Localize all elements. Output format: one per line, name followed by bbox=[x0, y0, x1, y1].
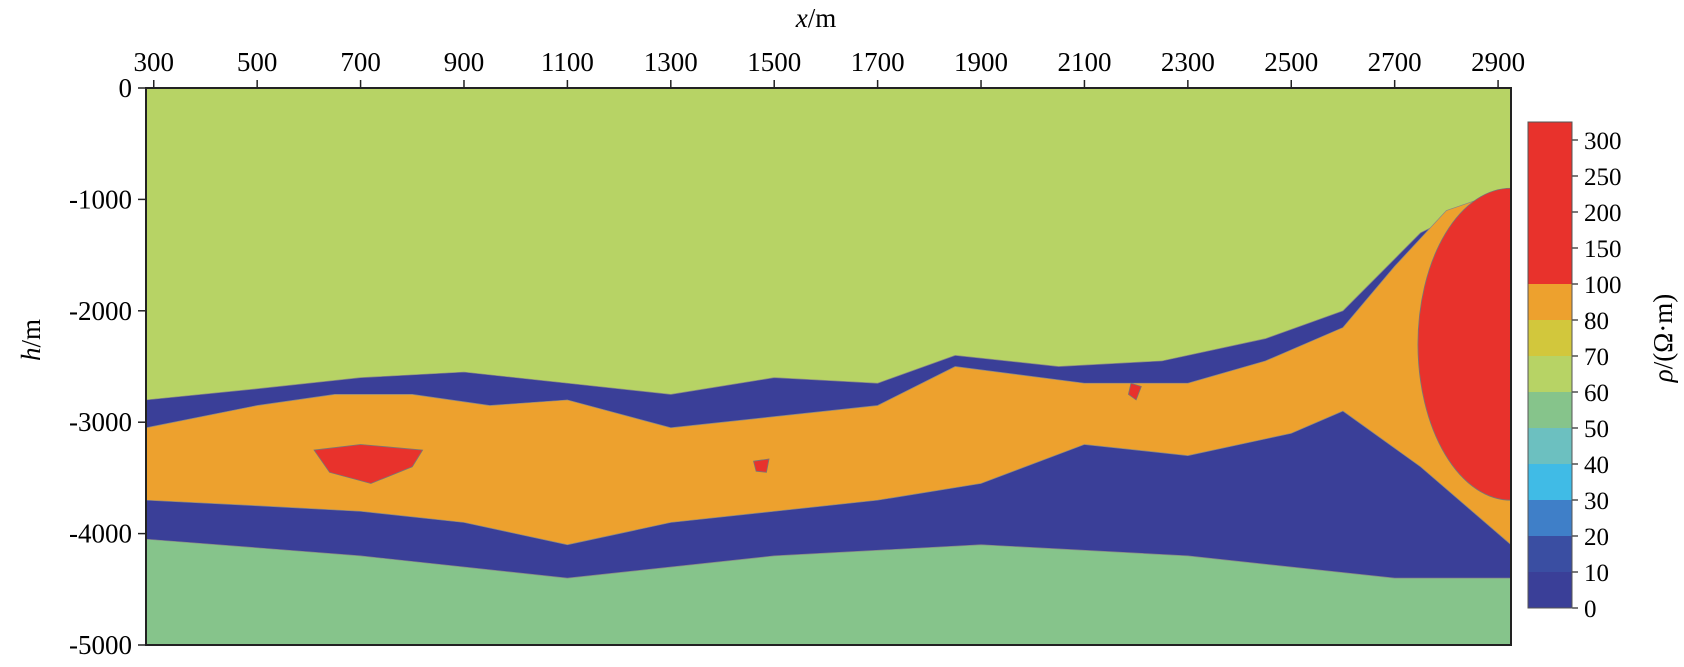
y-tick-label: -4000 bbox=[69, 519, 132, 549]
contour-band-100-9 bbox=[313, 444, 424, 484]
x-tick-label: 1500 bbox=[747, 47, 801, 77]
x-tick-label: 2100 bbox=[1057, 47, 1111, 77]
x-tick-label: 700 bbox=[340, 47, 381, 77]
colorbar-label: 50 bbox=[1584, 416, 1609, 443]
y-axis-title: h/m bbox=[16, 319, 46, 361]
x-tick-label: 1300 bbox=[644, 47, 698, 77]
contour-band-80-6 bbox=[146, 187, 1511, 546]
contour-band-100-11 bbox=[1127, 382, 1142, 401]
colorbar-label: 80 bbox=[1584, 308, 1609, 335]
x-tick-label: 1700 bbox=[851, 47, 905, 77]
colorbar-swatch-30 bbox=[1528, 464, 1572, 500]
x-axis-title: x/m bbox=[795, 3, 837, 33]
plot-frame bbox=[145, 87, 1512, 646]
colorbar-swatch-0 bbox=[1528, 572, 1572, 608]
colorbar-title-var: ρ bbox=[1648, 369, 1678, 383]
x-tick-label: 1900 bbox=[954, 47, 1008, 77]
colorbar-swatch-150 bbox=[1528, 212, 1572, 248]
colorbar-swatch-60 bbox=[1528, 356, 1572, 392]
x-tick-label: 2900 bbox=[1471, 47, 1525, 77]
colorbar-title-unit: /(Ω·m) bbox=[1648, 294, 1678, 370]
colorbar-label: 70 bbox=[1584, 344, 1609, 371]
colorbar-swatch-50 bbox=[1528, 392, 1572, 428]
colorbar-swatch-70 bbox=[1528, 320, 1572, 356]
x-axis-title-var: x bbox=[795, 3, 808, 33]
colorbar-swatch-100 bbox=[1528, 248, 1572, 284]
y-axis-title-var: h bbox=[16, 348, 46, 362]
colorbar-swatch-20 bbox=[1528, 500, 1572, 536]
colorbar-label: 10 bbox=[1584, 560, 1609, 587]
y-tick-label: 0 bbox=[119, 73, 133, 103]
colorbar-label: 40 bbox=[1584, 452, 1609, 479]
colorbar-swatch-250 bbox=[1528, 140, 1572, 176]
colorbar-label: 150 bbox=[1584, 236, 1622, 263]
contour-layers bbox=[146, 88, 1511, 645]
colorbar-label: 20 bbox=[1584, 524, 1609, 551]
colorbar-swatch-40 bbox=[1528, 428, 1572, 464]
contour-band-100-10 bbox=[753, 458, 770, 473]
colorbar-label: 100 bbox=[1584, 272, 1622, 299]
y-tick-label: -2000 bbox=[69, 296, 132, 326]
x-tick-label: 2300 bbox=[1161, 47, 1215, 77]
colorbar-label: 0 bbox=[1584, 596, 1597, 623]
colorbar-label: 30 bbox=[1584, 488, 1609, 515]
colorbar-label: 300 bbox=[1584, 128, 1622, 155]
colorbar-title: ρ/(Ω·m) bbox=[1648, 294, 1678, 384]
colorbar-swatch-10 bbox=[1528, 536, 1572, 572]
x-tick-label: 1100 bbox=[541, 47, 594, 77]
colorbar-label: 200 bbox=[1584, 200, 1622, 227]
x-tick-label: 2700 bbox=[1368, 47, 1422, 77]
colorbar-label: 250 bbox=[1584, 164, 1622, 191]
colorbar-swatch-200 bbox=[1528, 176, 1572, 212]
x-tick-label: 300 bbox=[134, 47, 175, 77]
y-tick-label: -5000 bbox=[69, 630, 132, 660]
x-tick-label: 2500 bbox=[1264, 47, 1318, 77]
x-axis-title-unit: /m bbox=[808, 3, 837, 33]
colorbar-label: 60 bbox=[1584, 380, 1609, 407]
y-axis-title-unit: /m bbox=[16, 319, 46, 348]
contour-band-50-7 bbox=[146, 538, 1511, 645]
colorbar: 0 10 20 30 40 50 60 70 80 100 150 200 250 300 bbox=[1527, 121, 1622, 623]
y-tick-group: 0 -1000 -2000 -3000 -4000 -5000 bbox=[69, 73, 146, 660]
colorbar-swatch-300 bbox=[1528, 122, 1572, 140]
y-tick-label: -3000 bbox=[69, 407, 132, 437]
colorbar-swatch-80 bbox=[1528, 284, 1572, 320]
x-tick-label: 900 bbox=[444, 47, 485, 77]
x-tick-label: 500 bbox=[237, 47, 278, 77]
colorbar-frame bbox=[1527, 121, 1573, 609]
x-tick-group: 300 500 700 900 1100 1300 1500 1700 1900 2100 2300… bbox=[134, 47, 1525, 88]
y-tick-label: -1000 bbox=[69, 184, 132, 214]
